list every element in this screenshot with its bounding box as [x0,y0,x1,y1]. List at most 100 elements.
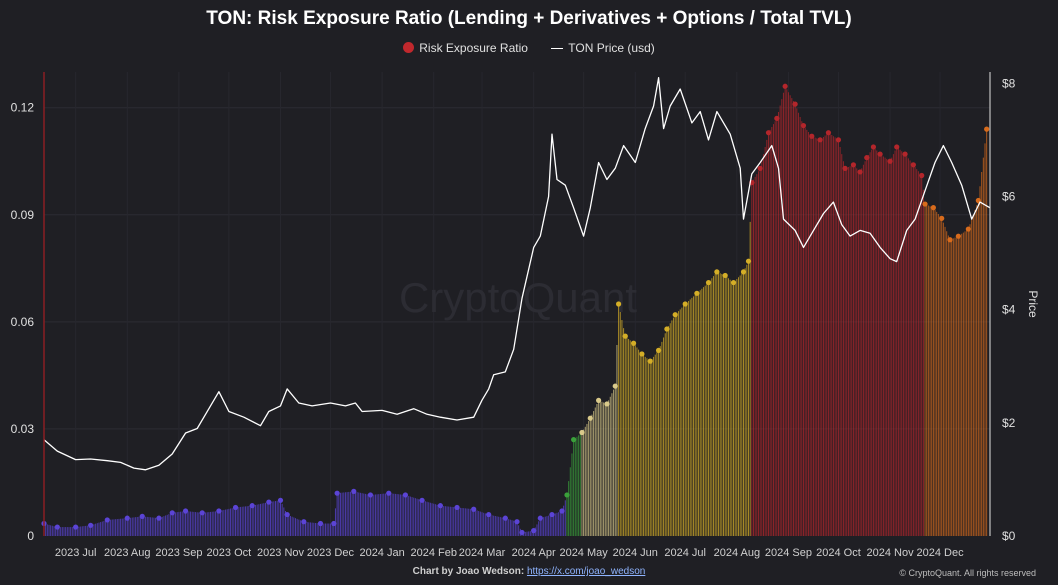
ratio-point [757,165,763,171]
ratio-point [792,101,798,107]
ratio-point [800,122,807,129]
x-tick-label: 2024 Jan [359,547,404,559]
ratio-point [88,522,94,528]
ratio-point [596,397,602,403]
x-tick-label: 2024 Sep [765,547,812,559]
copyright: © CryptoQuant. All rights reserved [899,568,1036,578]
ratio-point [216,508,222,514]
ratio-point [334,490,340,496]
ratio-point [842,165,848,171]
x-tick-label: 2024 Nov [867,547,915,559]
y-right-tick-label: $4 [1002,303,1016,317]
credit-link[interactable]: https://x.com/joao_wedson [526,566,646,577]
legend-dot-icon [403,41,415,53]
x-tick-label: 2024 Apr [512,547,556,559]
ratio-point [730,279,737,286]
legend-item-ratio[interactable]: Risk Exposure Ratio [403,41,528,55]
ratio-point [612,383,618,389]
ratio-point [639,351,645,357]
y-right-tick-label: $2 [1002,416,1016,430]
ratio-point [531,528,537,534]
ratio-point [864,155,870,161]
ratio-point [514,519,520,525]
ratio-point [301,519,307,525]
ratio-point [386,490,392,496]
ratio-point [199,510,205,516]
x-tick-label: 2024 May [559,547,608,559]
ratio-point [655,347,662,353]
ratio-point [537,515,543,521]
ratio-point [714,269,720,275]
x-tick-label: 2023 Aug [104,547,151,559]
x-tick-label: 2024 Feb [410,547,456,559]
ratio-point [664,326,670,332]
x-tick-label: 2024 Jul [664,547,706,559]
credit-text: Chart by Joao Wedson: [412,566,525,577]
ratio-point [502,515,508,521]
chart-title: TON: Risk Exposure Ratio (Lending + Deri… [206,8,852,29]
y-right-axis-label: Price [1026,290,1040,318]
ratio-point [139,513,145,519]
ratio-point [682,301,688,307]
ratio-point [694,290,700,296]
ratio-point [587,415,593,421]
ratio-point [825,130,832,136]
ratio-point [817,137,823,143]
ratio-point [559,508,565,514]
ratio-point [519,529,525,536]
ratio-point [419,497,425,503]
ratio-point [564,492,570,498]
legend-label-ratio: Risk Exposure Ratio [419,40,528,55]
x-tick-label: 2024 Oct [816,547,861,559]
ratio-point [266,499,272,505]
ratio-point [402,492,409,498]
x-tick-label: 2023 Nov [257,547,305,559]
ratio-point [169,510,175,516]
y-left-tick-label: 0.09 [11,208,35,222]
ratio-point [615,301,622,307]
ratio-point [331,520,337,527]
x-tick-label: 2024 Dec [916,547,964,559]
ratio-point [486,511,492,518]
legend-line-icon [551,47,564,49]
y-left-tick-label: 0 [27,529,34,543]
ratio-point [922,201,928,207]
ratio-point [182,508,189,514]
y-right-tick-label: $8 [1002,76,1016,90]
ratio-point [894,144,900,150]
x-tick-label: 2024 Mar [459,547,506,559]
x-tick-label: 2024 Jun [613,547,658,559]
y-left-tick-label: 0.06 [11,315,35,329]
ratio-point [984,126,990,132]
y-right-tick-label: $6 [1002,189,1016,203]
ratio-point [579,429,585,436]
ratio-point [351,488,357,494]
ratio-point [622,333,628,339]
ratio-point [647,358,653,364]
legend-item-price[interactable]: TON Price (usd) [551,41,655,55]
legend: Risk Exposure Ratio TON Price (usd) [0,40,1058,55]
ratio-point [835,137,842,143]
ratio-point [740,269,747,275]
ratio-point [877,151,883,157]
ratio-point [919,172,925,179]
x-tick-label: 2023 Dec [307,547,355,559]
ratio-point [870,144,877,150]
y-left-tick-label: 0.03 [11,422,35,436]
ratio-point [705,279,712,286]
ratio-point [284,511,290,518]
ratio-point [454,504,460,511]
ratio-point [73,524,79,530]
ratio-point [672,312,678,318]
ratio-point [955,233,961,239]
x-tick-label: 2024 Aug [714,547,761,559]
ratio-point [604,401,610,407]
watermark: CryptoQuant [399,274,637,321]
ratio-point [249,503,255,509]
ratio-point [367,492,374,498]
ratio-point [471,506,477,512]
ratio-point [774,115,780,121]
ratio-point [902,151,908,157]
y-right-tick-label: $0 [1002,529,1016,543]
